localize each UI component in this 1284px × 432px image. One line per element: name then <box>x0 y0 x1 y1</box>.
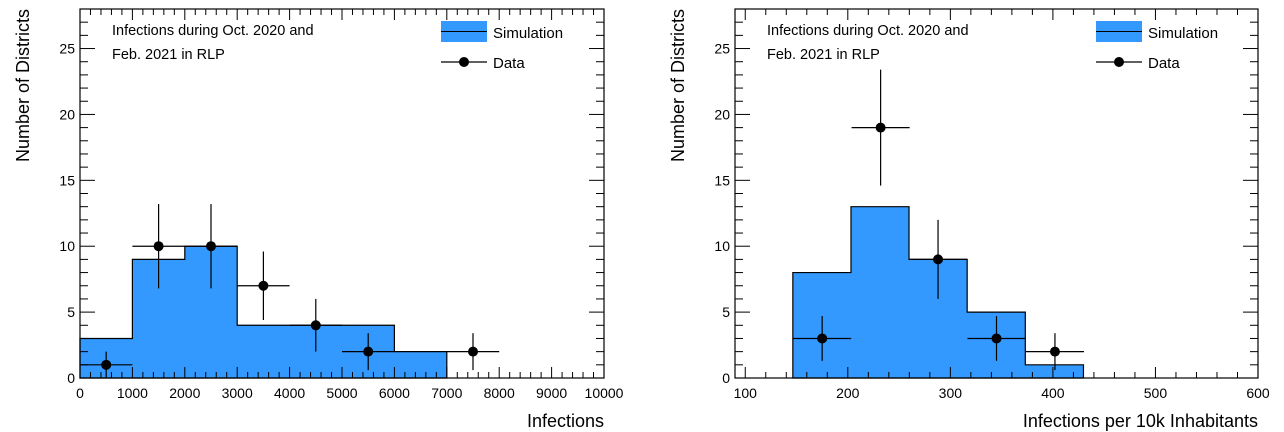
x-tick-label: 600 <box>1246 385 1270 401</box>
data-point-3 <box>237 251 290 321</box>
legend-simulation-label: Simulation <box>493 25 563 42</box>
legend: Simulation Data <box>441 21 563 72</box>
data-point-4 <box>289 298 342 352</box>
data-point-marker <box>875 122 886 133</box>
data-point-marker <box>1049 346 1060 357</box>
data-point-marker <box>991 333 1002 344</box>
x-tick-label: 3000 <box>222 385 253 401</box>
annotation-line: Infections during Oct. 2020 and <box>112 23 314 39</box>
y-tick-label: 5 <box>722 304 730 320</box>
data-point-0 <box>793 316 852 361</box>
data-point-3 <box>967 316 1026 361</box>
y-tick-label: 10 <box>714 238 730 254</box>
data-point-1 <box>132 204 185 289</box>
x-tick-label: 0 <box>76 385 84 401</box>
data-point-2 <box>909 219 968 299</box>
data-point-marker <box>933 254 944 265</box>
y-tick-label: 20 <box>714 106 730 122</box>
data-point-0 <box>80 351 133 378</box>
infections-per-10k-histogram-panel: 100 200 300 400 500 600 0 5 10 15 20 25 Infections p… <box>668 8 1270 431</box>
infections-histogram-panel: 0 1000 2000 3000 4000 5000 6000 7000 8000 9000 100… <box>13 8 624 431</box>
x-tick-label: 7000 <box>431 385 462 401</box>
y-tick-label: 0 <box>722 370 730 386</box>
y-tick-label: 25 <box>714 41 730 57</box>
y-tick-label: 25 <box>59 41 75 57</box>
data-point-marker <box>310 320 321 331</box>
y-tick-label: 5 <box>67 304 75 320</box>
data-point-1 <box>851 69 910 186</box>
x-tick-label: 400 <box>1041 385 1065 401</box>
x-tick-label: 9000 <box>536 385 567 401</box>
x-tick-label: 300 <box>939 385 963 401</box>
legend: Simulation Data <box>1096 21 1218 72</box>
legend-simulation-label: Simulation <box>1148 25 1218 42</box>
x-tick-label: 8000 <box>484 385 515 401</box>
x-tick-label: 2000 <box>169 385 200 401</box>
x-tick-label: 5000 <box>326 385 357 401</box>
annotation-line: Feb. 2021 in RLP <box>767 47 880 63</box>
y-axis-title: Number of Districts <box>668 9 688 162</box>
x-tick-label: 500 <box>1144 385 1168 401</box>
annotation-line: Feb. 2021 in RLP <box>112 47 225 63</box>
y-tick-label: 20 <box>59 106 75 122</box>
y-tick-label: 10 <box>59 238 75 254</box>
data-point-4 <box>1025 333 1084 371</box>
data-point-marker <box>468 346 478 357</box>
data-point-marker <box>153 241 164 252</box>
data-point-marker <box>363 346 374 357</box>
data-point-2 <box>184 204 238 289</box>
x-tick-label: 100 <box>734 385 758 401</box>
y-axis-title: Number of Districts <box>13 9 33 162</box>
x-tick-label: 200 <box>836 385 860 401</box>
legend-data-marker <box>1114 57 1124 67</box>
data-point-marker <box>258 280 269 291</box>
x-axis-title: Infections per 10k Inhabitants <box>1023 411 1258 431</box>
data-point-marker <box>206 241 216 252</box>
y-tick-label: 0 <box>67 370 75 386</box>
x-tick-label: 6000 <box>379 385 410 401</box>
data-point-5 <box>342 333 395 371</box>
y-tick-label: 15 <box>714 172 730 188</box>
data-point-6 <box>446 333 500 371</box>
x-tick-label: 4000 <box>274 385 305 401</box>
legend-data-marker <box>459 57 469 67</box>
legend-data-label: Data <box>1148 55 1180 72</box>
simulation-histogram <box>79 245 448 379</box>
x-tick-label: 1000 <box>117 385 148 401</box>
x-axis-title: Infections <box>527 411 604 431</box>
x-tick-label: 10000 <box>585 385 624 401</box>
data-point-marker <box>101 359 112 370</box>
legend-data-label: Data <box>493 55 525 72</box>
annotation-line: Infections during Oct. 2020 and <box>767 23 969 39</box>
y-tick-label: 15 <box>59 172 75 188</box>
data-point-marker <box>817 333 828 344</box>
